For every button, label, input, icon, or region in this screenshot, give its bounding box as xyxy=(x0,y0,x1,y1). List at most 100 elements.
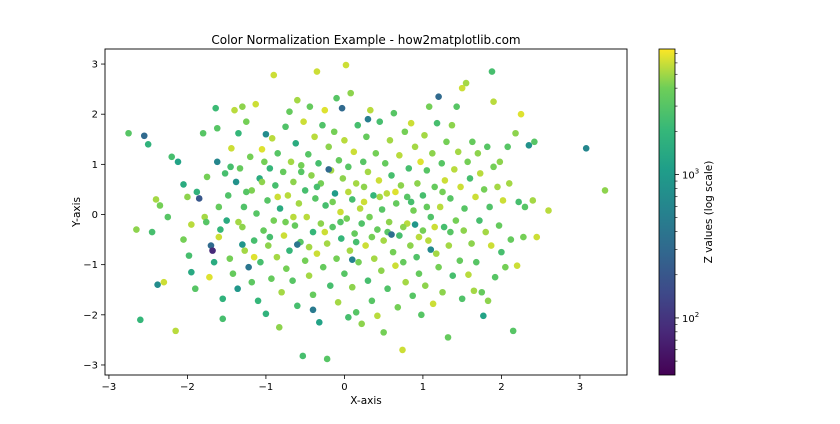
scatter-point xyxy=(364,115,372,123)
scatter-point xyxy=(325,166,333,173)
scatter-point xyxy=(229,270,237,277)
scatter-point xyxy=(360,198,368,206)
scatter-point xyxy=(469,138,476,146)
scatter-point xyxy=(392,188,399,196)
scatter-point xyxy=(334,298,342,306)
scatter-point xyxy=(188,221,195,228)
x-tick-label: −1 xyxy=(259,382,274,393)
scatter-point xyxy=(457,183,464,191)
scatter-point xyxy=(185,252,193,259)
scatter-point xyxy=(352,309,360,316)
scatter-point xyxy=(248,187,256,194)
scatter-point xyxy=(405,165,413,172)
scatter-point xyxy=(461,205,468,212)
y-tick-label: 3 xyxy=(92,60,98,71)
scatter-point xyxy=(309,291,317,299)
scatter-point xyxy=(306,103,314,110)
scatter-point xyxy=(385,218,393,226)
scatter-point xyxy=(294,302,301,310)
scatter-point xyxy=(213,124,221,132)
scatter-point xyxy=(364,277,372,285)
scatter-point xyxy=(380,329,387,336)
scatter-point xyxy=(246,153,254,161)
x-tick-label: 1 xyxy=(420,382,426,393)
scatter-point xyxy=(258,178,266,186)
chart-title: Color Normalization Example - how2matplo… xyxy=(211,33,520,47)
scatter-point xyxy=(245,263,252,271)
scatter-point xyxy=(502,263,509,271)
scatter-point xyxy=(210,258,218,266)
scatter-point xyxy=(545,207,552,214)
scatter-point xyxy=(313,68,321,75)
scatter-point xyxy=(239,223,246,231)
scatter-point xyxy=(466,175,474,182)
colorbar-gradient xyxy=(658,48,676,376)
scatter-point xyxy=(266,233,274,241)
scatter-point xyxy=(491,273,499,281)
scatter-point xyxy=(289,277,296,285)
scatter-point xyxy=(494,183,501,191)
scatter-point xyxy=(380,237,387,244)
scatter-point xyxy=(431,223,438,231)
scatter-point xyxy=(232,178,240,186)
scatter-point xyxy=(239,103,246,110)
scatter-point xyxy=(313,250,321,257)
scatter-point xyxy=(415,270,423,277)
scatter-point xyxy=(399,223,407,231)
scatter-point xyxy=(345,188,352,196)
scatter-point xyxy=(156,202,164,209)
scatter-point xyxy=(295,200,303,207)
y-axis: −3 −2 −1 0 1 2 3 xyxy=(83,60,105,371)
scatter-point xyxy=(480,186,488,193)
scatter-point xyxy=(350,148,358,156)
scatter-point xyxy=(152,196,160,203)
x-tick-label: −2 xyxy=(180,382,195,393)
scatter-point xyxy=(168,153,176,161)
x-axis-label: X-axis xyxy=(350,395,382,407)
scatter-point xyxy=(248,278,256,286)
scatter-point xyxy=(355,258,362,266)
scatter-point xyxy=(337,235,345,242)
scatter-point xyxy=(213,158,221,166)
scatter-point xyxy=(282,218,289,226)
scatter-point xyxy=(410,207,417,214)
scatter-point xyxy=(236,165,244,172)
scatter-point xyxy=(421,131,428,139)
scatter-point xyxy=(215,233,223,241)
scatter-point xyxy=(144,140,152,148)
scatter-point xyxy=(480,312,487,320)
scatter-point xyxy=(476,217,483,224)
scatter-point xyxy=(228,145,235,152)
scatter-point xyxy=(339,175,347,182)
scatter-point xyxy=(270,217,278,224)
scatter-point xyxy=(448,121,456,129)
scatter-point xyxy=(462,79,470,87)
scatter-point xyxy=(207,242,215,249)
scatter-point xyxy=(274,193,281,201)
scatter-point xyxy=(215,203,223,211)
scatter-point xyxy=(388,231,395,238)
scatter-point xyxy=(407,119,415,127)
scatter-point xyxy=(375,177,383,184)
scatter-point xyxy=(388,172,395,179)
scatter-point xyxy=(374,226,381,233)
scatter-point xyxy=(601,187,609,194)
scatter-point xyxy=(490,163,497,171)
scatter-point xyxy=(520,233,527,241)
scatter-point xyxy=(378,267,385,274)
scatter-point xyxy=(364,168,372,176)
scatter-point xyxy=(444,334,452,341)
scatter-point xyxy=(390,109,398,117)
scatter-point xyxy=(321,228,329,236)
scatter-point xyxy=(203,173,211,181)
scatter-point xyxy=(521,203,529,211)
scatter-point xyxy=(321,106,329,114)
scatter-point xyxy=(273,253,281,261)
scatter-point xyxy=(512,129,519,137)
scatter-point xyxy=(250,253,258,261)
scatter-point xyxy=(352,238,360,246)
scatter-point xyxy=(341,136,348,144)
scatter-point xyxy=(319,263,327,271)
y-tick-label: −1 xyxy=(83,260,98,271)
scatter-point xyxy=(305,243,313,251)
